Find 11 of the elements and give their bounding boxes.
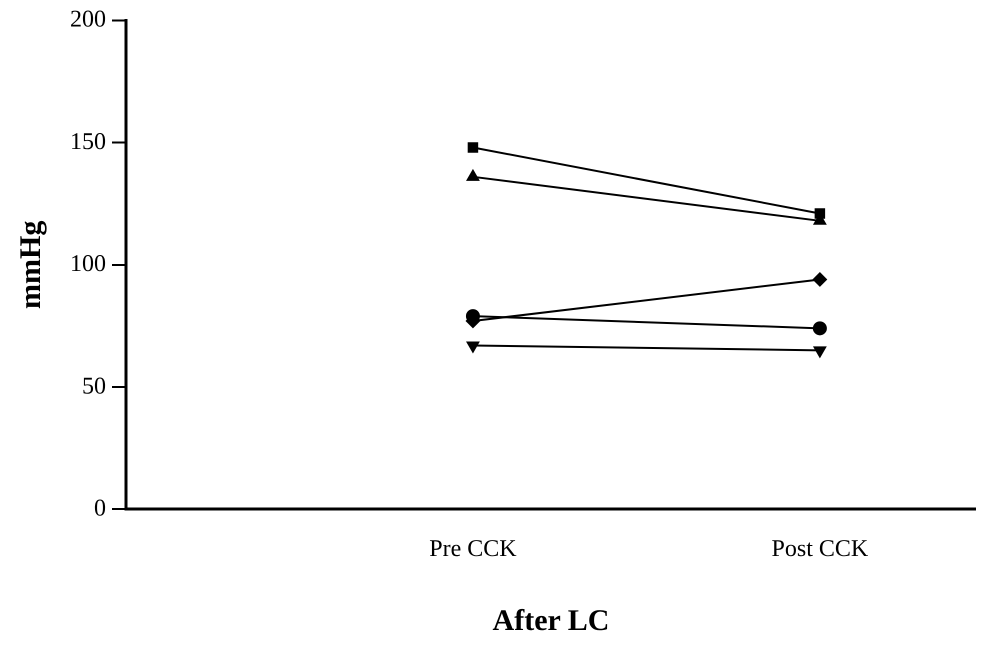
y-tick-label: 150 [70,128,106,155]
y-axis-title: mmHg [14,220,47,309]
y-tick-label: 0 [94,495,106,522]
x-tick-label: Post CCK [772,536,869,562]
x-axis-title: After LC [492,604,610,637]
y-tick-label: 200 [70,6,106,33]
y-tick-label: 50 [82,373,106,400]
point [812,272,827,286]
x-tick-label: Pre CCK [429,536,518,562]
y-tick-label: 100 [70,251,106,278]
point [812,321,827,336]
